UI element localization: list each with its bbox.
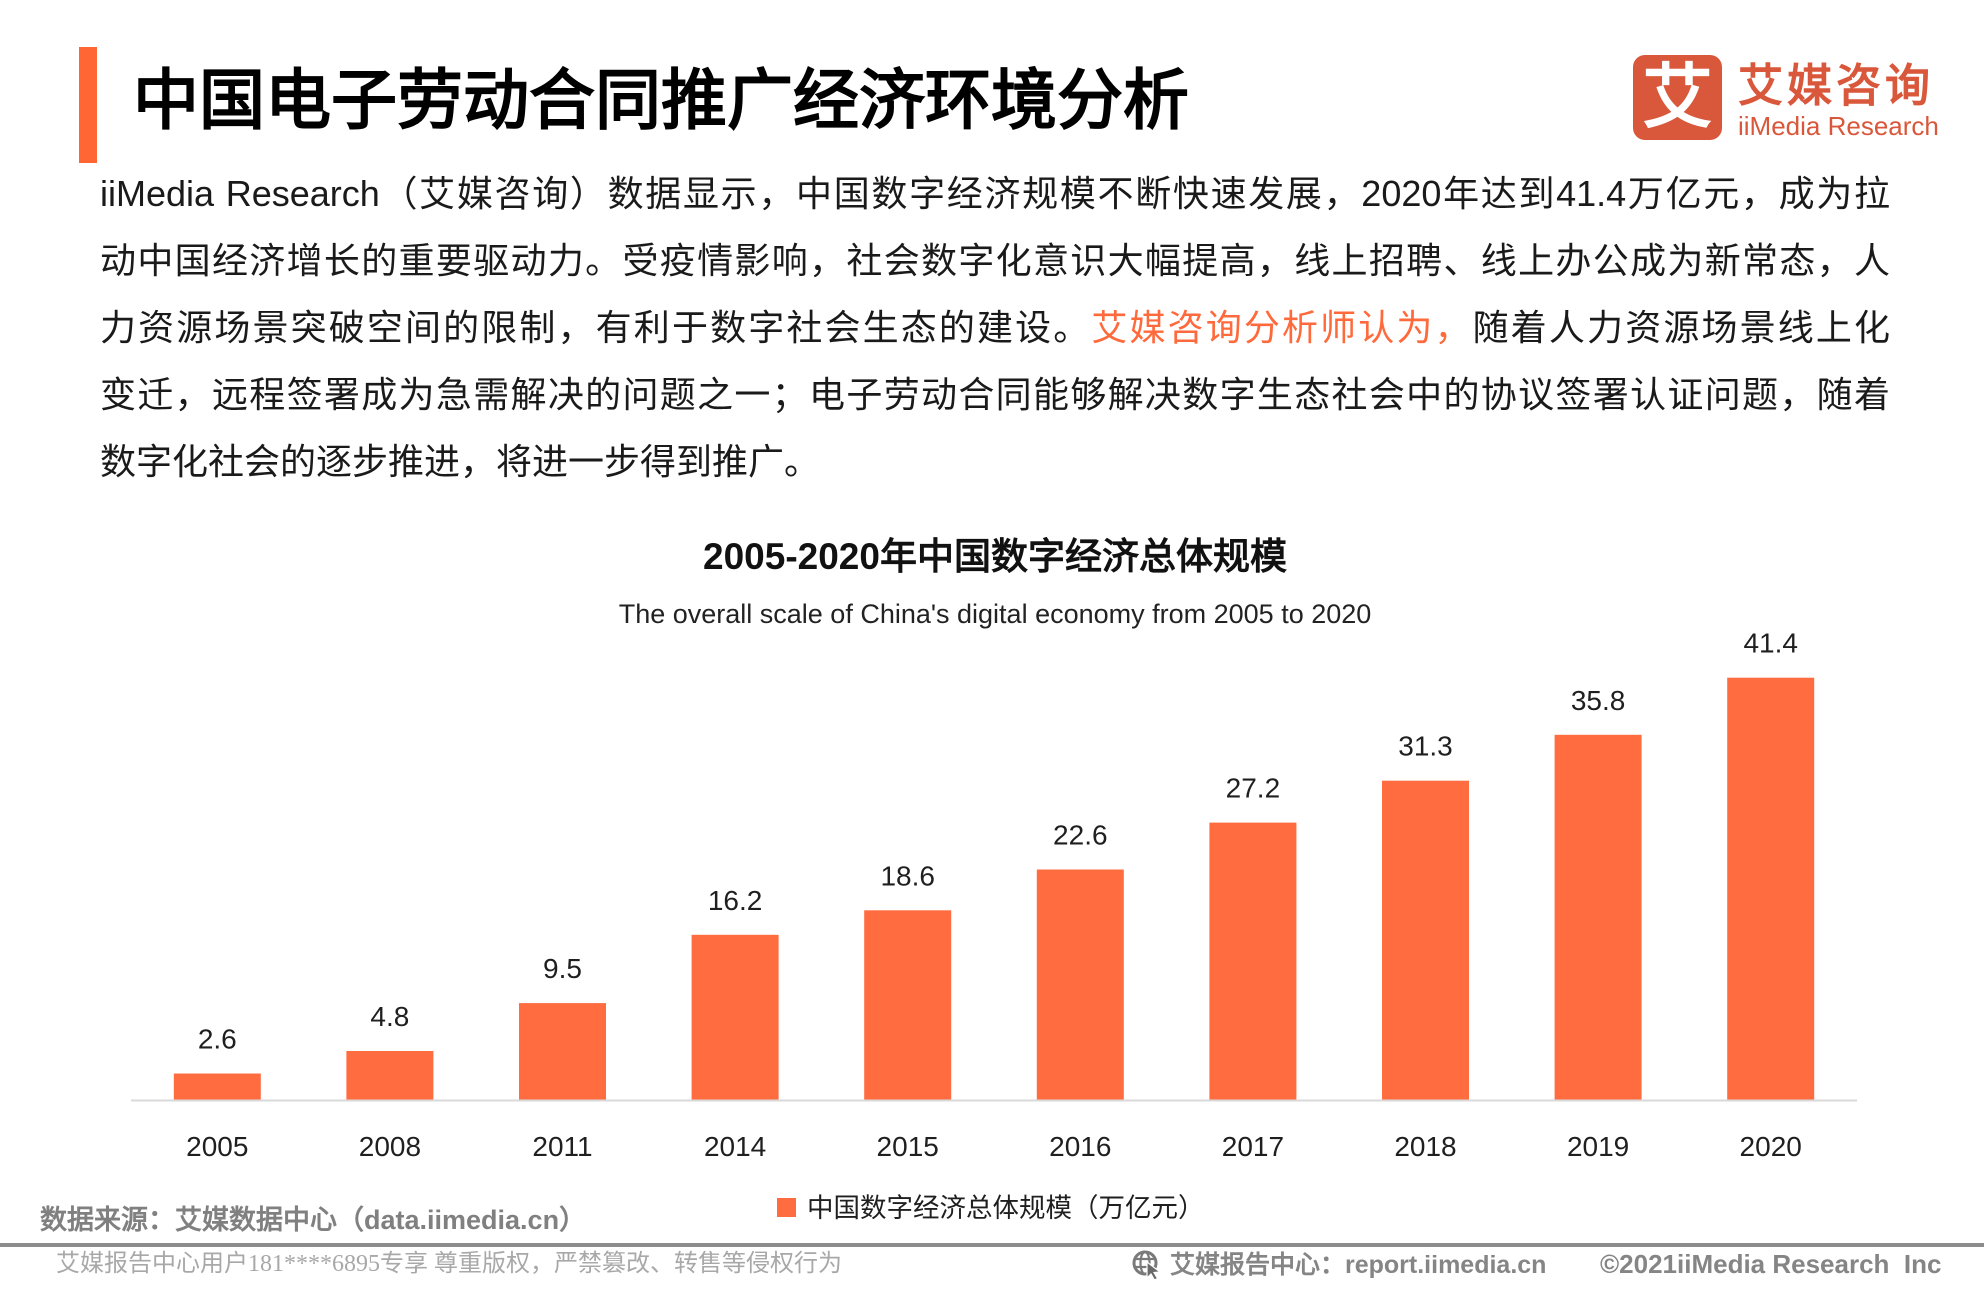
intro-line-1: iiMedia Research（艾媒咨询）数据显示，中国数字经济规模不断快速发… [100,173,1890,214]
data-label-2008: 4.8 [370,1001,409,1032]
x-tick-label-2015: 2015 [877,1131,939,1162]
chart-subtitle: The overall scale of China's digital eco… [618,599,1372,629]
chart-title: 2005-2020年中国数字经济总体规模 [703,536,1287,577]
x-tick-label-2008: 2008 [359,1131,421,1162]
copyright-text: ©2021iiMedia Research Inc [1600,1249,1942,1279]
x-tick-label-2019: 2019 [1567,1131,1629,1162]
bar-2016 [1036,869,1124,1100]
bar-2018 [1382,780,1469,1100]
intro-line-3: 力资源场景突破空间的限制，有利于数字社会生态的建设。艾媒咨询分析师认为，随着人力… [100,294,1890,361]
bar-2015 [864,910,952,1100]
data-label-2015: 18.6 [880,860,935,891]
bar-chart: 2.6 2005 4.8 2008 9.5 2011 16.2 2014 18.6 2015 22.… [131,628,1857,1162]
bar-2011 [519,1003,606,1100]
bar-2008 [346,1051,434,1100]
data-label-2019: 35.8 [1571,685,1626,716]
x-tick-label-2017: 2017 [1222,1131,1284,1162]
data-source: 数据来源：艾媒数据中心（data.iimedia.cn） [40,1205,587,1235]
globe-cursor-icon [1132,1250,1162,1280]
logo-name-cn: 艾媒咨询 [1738,60,1935,111]
intro-line-3-after: 随着人力资源场景线上化 [1472,307,1890,348]
intro-highlight: 艾媒咨询分析师认为， [1091,307,1473,348]
intro-line-3-before: 力资源场景突破空间的限制，有利于数字社会生态的建设。 [100,307,1092,348]
x-tick-label-2005: 2005 [186,1131,248,1162]
data-label-2011: 9.5 [543,953,582,984]
legend-label: 中国数字经济总体规模（万亿元） [807,1193,1205,1223]
bar-2019 [1554,734,1642,1100]
bar-2017 [1209,822,1297,1100]
data-label-2005: 2.6 [198,1024,237,1055]
x-tick-label-2018: 2018 [1394,1131,1456,1162]
labels-group: 2.6 2005 4.8 2008 9.5 2011 16.2 2014 18.6 2015 22.… [186,628,1802,1162]
bar-2005 [173,1073,261,1100]
logo-mark-icon: 艾 [1633,55,1722,140]
data-label-2014: 16.2 [708,885,763,916]
data-label-2016: 22.6 [1053,820,1108,851]
report-site-text: 艾媒报告中心：report.iimedia.cn [1170,1251,1547,1279]
bars-group [173,677,1815,1100]
data-label-2017: 27.2 [1226,773,1281,804]
title-accent-bar [79,47,97,163]
logo-name-en: iiMedia Research [1738,111,1939,141]
x-tick-label-2011: 2011 [532,1131,592,1162]
data-label-2018: 31.3 [1398,731,1453,762]
x-tick-label-2020: 2020 [1740,1131,1802,1162]
intro-line-4: 变迁，远程签署成为急需解决的问题之一；电子劳动合同能够解决数字生态社会中的协议签… [100,374,1890,415]
footer-divider [0,1243,1984,1247]
x-tick-label-2014: 2014 [704,1131,766,1162]
intro-paragraph: iiMedia Research（艾媒咨询）数据显示，中国数字经济规模不断快速发… [100,160,1890,495]
bar-2020 [1727,677,1815,1100]
x-tick-label-2016: 2016 [1049,1131,1111,1162]
user-watermark: 艾媒报告中心用户181****6895专享 尊重版权，严禁篡改、转售等侵权行为 [56,1251,842,1277]
legend-swatch [777,1198,796,1217]
page-title: 中国电子劳动合同推广经济环境分析 [133,63,1189,137]
intro-line-2: 动中国经济增长的重要驱动力。受疫情影响，社会数字化意识大幅提高，线上招聘、线上办… [100,240,1890,281]
bar-2014 [691,934,779,1100]
intro-line-5: 数字化社会的逐步推进，将进一步得到推广。 [100,441,821,482]
data-label-2020: 41.4 [1743,628,1798,659]
